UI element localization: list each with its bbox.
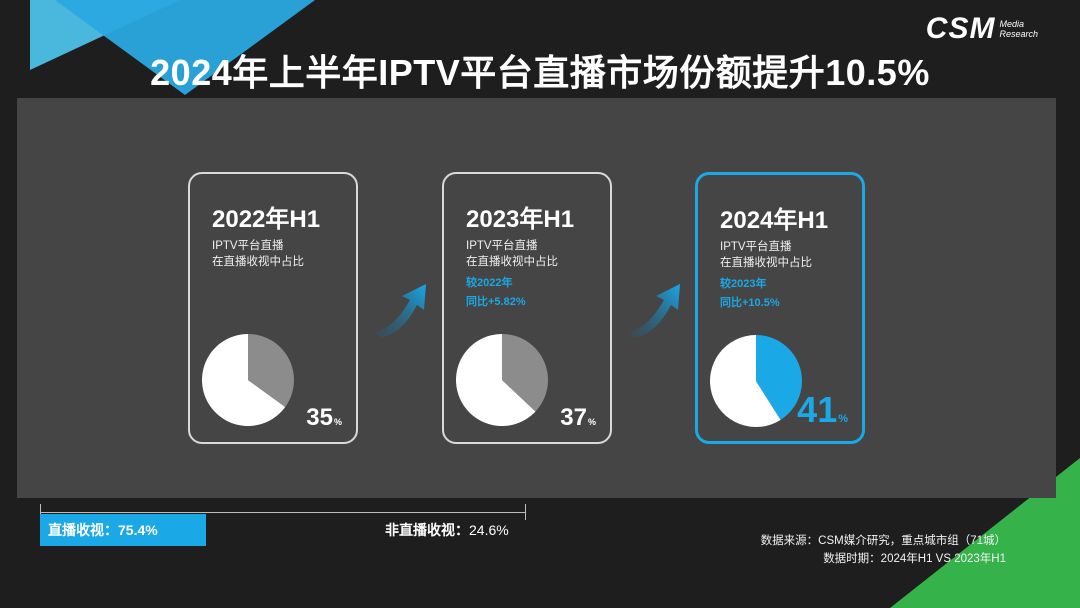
page-title: 2024年上半年IPTV平台直播市场份额提升10.5%: [150, 52, 930, 93]
logo-sub-line1: Media: [999, 19, 1024, 29]
card-2022: 2022年H1 IPTV平台直播 在直播收视中占比 35%: [188, 172, 358, 444]
growth-arrow-icon: [630, 284, 680, 338]
card-year: 2023年H1: [466, 206, 575, 233]
share-percent: 37%: [560, 404, 596, 432]
nonlive-value: 24.6%: [469, 522, 509, 538]
pie-chart-2022: [202, 334, 294, 426]
card-desc-line1: IPTV平台直播: [720, 241, 792, 253]
card-desc-line2: 在直播收视中占比: [720, 257, 812, 269]
nonlive-viewing-label: 非直播收视：24.6%: [385, 520, 509, 540]
logo-sub: Media Research: [999, 19, 1038, 39]
pie-slice-other: [710, 335, 781, 427]
card-year: 2022年H1: [212, 206, 321, 233]
share-unit: %: [333, 417, 342, 427]
pie-chart-2024: [710, 335, 802, 427]
nonlive-label: 非直播收视：: [385, 522, 469, 538]
data-source-note: 数据来源：CSM媒介研究，重点城市组（71城） 数据时期：2024年H1 VS …: [761, 532, 1006, 568]
pie-slice-iptv-share: [756, 335, 802, 420]
decor-triangle-blue: [55, 0, 315, 95]
compare-line1: 较2022年: [466, 277, 513, 289]
source-line1: 数据来源：CSM媒介研究，重点城市组（71城）: [760, 535, 1006, 547]
share-percent: 35%: [306, 404, 342, 432]
pie-slice-other: [202, 334, 286, 426]
csm-logo: CSM Media Research: [926, 12, 1038, 46]
card-desc-line1: IPTV平台直播: [466, 240, 538, 252]
share-percent: 41%: [797, 389, 848, 431]
logo-sub-line2: Research: [999, 29, 1038, 39]
growth-arrow-icon: [376, 284, 426, 338]
bracket-tick-right: [525, 504, 526, 520]
logo-main: CSM: [925, 12, 996, 45]
pie-slice-other: [456, 334, 536, 426]
compare-line2: 同比+10.5%: [720, 297, 780, 309]
bracket-tick-left: [40, 504, 41, 520]
pie-chart-2023: [456, 334, 548, 426]
card-desc: IPTV平台直播 在直播收视中占比: [720, 239, 812, 271]
source-line2: 数据时期：2024年H1 VS 2023年H1: [823, 553, 1006, 565]
card-2024: 2024年H1 IPTV平台直播 在直播收视中占比 较2023年 同比+10.5…: [695, 172, 865, 444]
compare-line1: 较2023年: [720, 278, 767, 290]
card-compare: 较2022年 同比+5.82%: [466, 274, 526, 312]
card-desc: IPTV平台直播 在直播收视中占比: [212, 238, 304, 270]
pie-slice-iptv-share: [502, 334, 548, 412]
card-compare: 较2023年 同比+10.5%: [720, 275, 780, 313]
card-desc-line2: 在直播收视中占比: [212, 256, 304, 268]
live-viewing-bar: 直播收视：75.4%: [40, 514, 206, 546]
card-desc-line2: 在直播收视中占比: [466, 256, 558, 268]
card-year: 2024年H1: [720, 207, 829, 234]
share-value: 35: [306, 404, 333, 431]
share-value: 37: [560, 404, 587, 431]
share-value: 41: [797, 389, 838, 430]
compare-line2: 同比+5.82%: [466, 296, 526, 308]
card-2023: 2023年H1 IPTV平台直播 在直播收视中占比 较2022年 同比+5.82…: [442, 172, 612, 444]
bracket-line: [40, 512, 526, 513]
card-desc: IPTV平台直播 在直播收视中占比: [466, 238, 558, 270]
share-unit: %: [838, 413, 848, 425]
share-unit: %: [587, 417, 596, 427]
pie-slice-iptv-share: [248, 334, 294, 408]
card-desc-line1: IPTV平台直播: [212, 240, 284, 252]
